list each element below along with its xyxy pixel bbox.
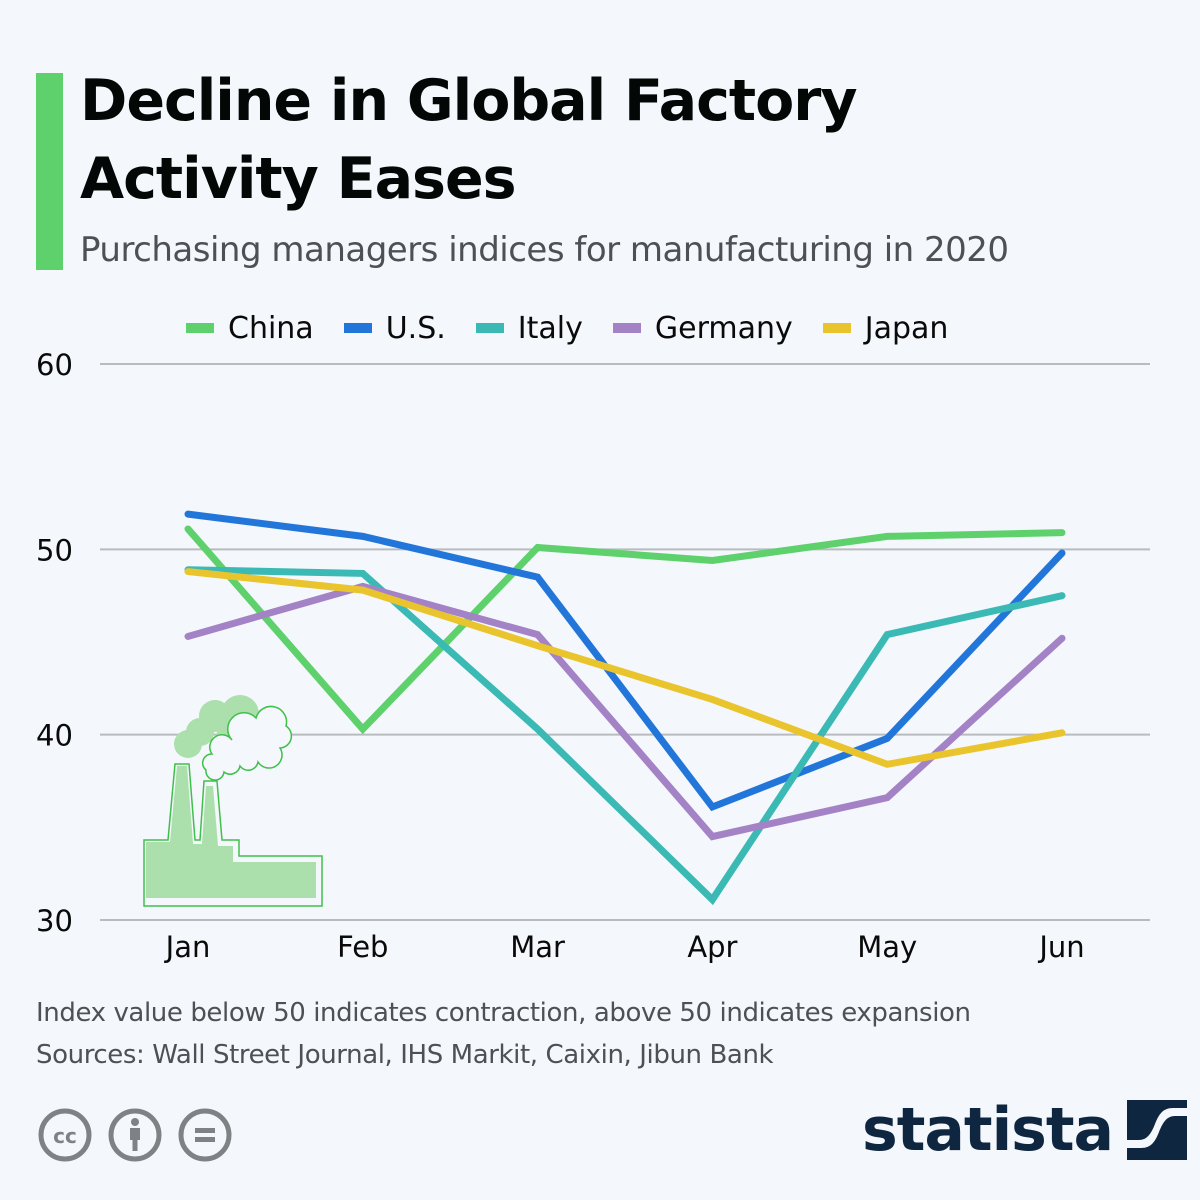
legend-swatch (612, 323, 641, 333)
series-us (184, 510, 1066, 812)
legend-label: China (228, 310, 314, 346)
series-germany (184, 582, 1066, 841)
series-china (184, 525, 1066, 735)
legend-item[interactable]: China (186, 311, 314, 346)
series-line[interactable] (184, 566, 1066, 906)
series-lines (184, 510, 1066, 906)
series-line[interactable] (184, 525, 1066, 735)
x-tick-label: Feb (337, 930, 388, 964)
factory-icon (143, 695, 323, 907)
legend-label: U.S. (385, 310, 446, 346)
legend-item[interactable]: Japan (822, 310, 949, 346)
legend-item[interactable]: Italy (475, 310, 583, 346)
footnote-sources: Sources: Wall Street Journal, IHS Markit… (36, 1040, 774, 1070)
x-tick-label: Apr (687, 930, 737, 964)
legend-item[interactable]: U.S. (343, 310, 446, 346)
legend-swatch (475, 323, 504, 333)
chart-title-line1: Decline in Global Factory (80, 68, 858, 134)
chart-subtitle: Purchasing managers indices for manufact… (80, 230, 1009, 270)
gridlines (100, 363, 1150, 921)
y-tick-label: 40 (36, 719, 73, 753)
no-derivatives-icon[interactable] (176, 1106, 234, 1164)
svg-text:cc: cc (53, 1124, 77, 1148)
title-accent-bar (36, 73, 63, 270)
y-axis-ticks: 30 40 50 60 (36, 348, 73, 938)
license-icons: cc (36, 1106, 234, 1164)
y-tick-label: 60 (36, 348, 73, 382)
legend-label: Italy (517, 310, 583, 346)
series-line[interactable] (184, 582, 1066, 841)
brand-name: statista (862, 1095, 1114, 1165)
footnote: Index value below 50 indicates contracti… (36, 992, 971, 1076)
creative-commons-icon[interactable]: cc (36, 1106, 94, 1164)
chart-title: Decline in Global Factory Activity Eases (80, 62, 1180, 218)
x-tick-label: May (857, 930, 917, 964)
statista-logo[interactable]: statista (862, 1095, 1188, 1165)
legend-label: Germany (654, 310, 793, 346)
legend-swatch (186, 323, 214, 333)
chart-title-line2: Activity Eases (80, 146, 517, 212)
y-tick-label: 50 (36, 533, 73, 567)
statista-logo-icon (1127, 1100, 1188, 1160)
series-japan (184, 568, 1066, 768)
footnote-note: Index value below 50 indicates contracti… (36, 998, 971, 1028)
legend-item[interactable]: Germany (612, 310, 793, 346)
x-tick-label: Jan (164, 930, 211, 964)
x-axis-ticks: Jan Feb Mar Apr May Jun (164, 930, 1085, 964)
series-line[interactable] (184, 510, 1066, 812)
legend-swatch (343, 323, 372, 333)
series-line[interactable] (184, 568, 1066, 768)
x-tick-label: Mar (510, 930, 565, 964)
legend-label: Japan (864, 310, 949, 346)
series-italy (184, 566, 1066, 906)
legend-swatch (822, 323, 851, 333)
y-tick-label: 30 (36, 904, 73, 938)
attribution-icon[interactable] (106, 1106, 164, 1164)
legend: China U.S. Italy Germany Japan (186, 308, 948, 348)
x-tick-label: Jun (1037, 930, 1084, 964)
line-chart: 30 40 50 60 Jan Feb Mar Apr May Jun (36, 348, 1150, 964)
